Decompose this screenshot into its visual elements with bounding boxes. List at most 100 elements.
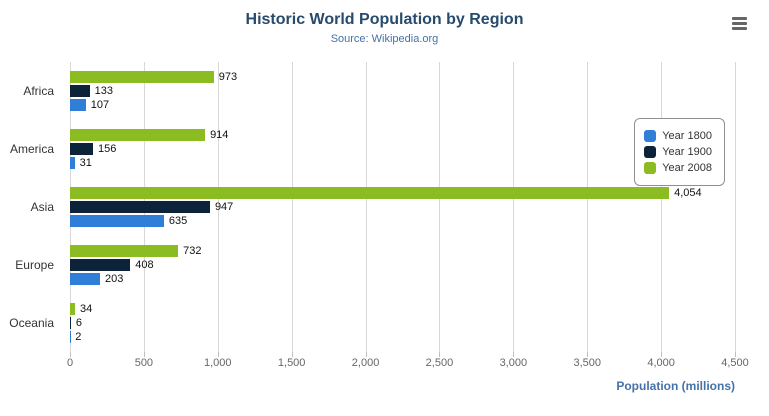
gridline — [365, 62, 367, 352]
hamburger-menu-icon[interactable] — [732, 17, 747, 32]
bar-year-1900-europe[interactable] — [70, 259, 131, 271]
bar-group-oceania: 34 6 2 — [70, 294, 735, 352]
bar-row: 34 — [70, 303, 735, 315]
bar-group-africa: 973 133 107 — [70, 62, 735, 120]
data-label: 732 — [183, 245, 202, 257]
gridline — [661, 62, 663, 352]
bar-row: 732 — [70, 245, 735, 257]
data-label: 947 — [214, 201, 234, 213]
y-axis-category-label: Africa — [23, 84, 54, 98]
bar-row: 6 — [70, 317, 735, 329]
data-label: 156 — [98, 143, 117, 155]
legend-items: Year 1800 Year 1900 Year 2008 — [644, 130, 712, 174]
x-axis-tick-label: 4,500 — [721, 357, 749, 369]
axis-tick-mark — [291, 352, 293, 357]
y-axis-category-labels: Africa America Asia Europe Oceania — [0, 62, 62, 352]
data-label: 914 — [210, 129, 229, 141]
data-label: 107 — [90, 99, 110, 111]
bar-row: 203 — [70, 273, 735, 285]
hamburger-line — [732, 17, 747, 20]
data-label: 31 — [79, 157, 92, 169]
legend-item-year-1800[interactable]: Year 1800 — [644, 130, 712, 142]
bar-year-2008-asia[interactable] — [70, 187, 670, 199]
axis-tick-mark — [70, 352, 71, 357]
bar-row: 947 — [70, 201, 735, 213]
axis-tick-mark — [661, 352, 663, 357]
x-axis-tick-labels: 0 500 1,000 1,500 2,000 2,500 3,000 3,500 4,000 4… — [66, 357, 749, 373]
bar-year-1800-europe[interactable] — [70, 273, 100, 285]
x-axis-tick-label: 2,500 — [425, 357, 454, 369]
bar-row: 133 — [70, 85, 735, 97]
gridline — [587, 62, 589, 352]
bar-year-2008-europe[interactable] — [70, 245, 179, 257]
bar-row: 635 — [70, 215, 735, 227]
hamburger-line — [732, 27, 747, 30]
x-axis-title: Population (millions) — [616, 379, 735, 393]
bar-year-1900-oceania[interactable] — [70, 317, 71, 329]
data-label: 6 — [75, 317, 82, 329]
data-label: 133 — [94, 85, 113, 97]
bar-year-1800-africa[interactable] — [70, 99, 86, 111]
bar-year-1800-asia[interactable] — [70, 215, 164, 227]
y-axis-category-label: Asia — [30, 200, 54, 214]
bar-group-america: 914 156 31 — [70, 120, 735, 178]
axis-tick-mark — [365, 352, 367, 357]
data-label: 973 — [218, 71, 238, 83]
bar-group-asia: 4,054 947 635 — [70, 178, 735, 236]
axis-tick-mark — [587, 352, 589, 357]
data-label: 34 — [80, 303, 93, 315]
gridline — [513, 62, 515, 352]
x-axis-tick-label: 4,000 — [647, 357, 675, 369]
gridline — [439, 62, 441, 352]
bar-row: 973 — [70, 71, 735, 83]
x-axis-tick-label: 0 — [66, 357, 74, 369]
bar-row: 914 — [70, 129, 735, 141]
legend: Year 1800 Year 1900 Year 2008 — [634, 118, 725, 186]
bar-row: 408 — [70, 259, 735, 271]
bar-year-2008-america[interactable] — [70, 129, 206, 141]
y-axis-category-label: Oceania — [9, 316, 54, 330]
legend-swatch-icon — [644, 146, 657, 158]
bar-year-1900-america[interactable] — [70, 143, 94, 155]
axis-tick-mark — [217, 352, 219, 357]
legend-label: Year 2008 — [662, 162, 712, 174]
bar-year-1800-america[interactable] — [70, 157, 75, 169]
x-axis-tick-label: 2,000 — [351, 357, 380, 369]
legend-label: Year 1800 — [662, 130, 712, 142]
bar-year-2008-oceania[interactable] — [70, 303, 76, 315]
x-axis-tick-label: 1,500 — [277, 357, 306, 369]
data-label: 2 — [75, 331, 82, 343]
x-axis-tick-label: 3,000 — [499, 357, 528, 369]
y-axis-category-label: America — [9, 142, 54, 156]
bar-group-europe: 732 408 203 — [70, 236, 735, 294]
legend-swatch-icon — [644, 162, 657, 174]
y-axis-category-label: Europe — [15, 258, 54, 272]
data-label: 408 — [135, 259, 154, 271]
data-label: 4,054 — [674, 187, 702, 199]
bar-row: 2 — [70, 331, 735, 343]
gridline — [217, 62, 219, 352]
legend-label: Year 1900 — [662, 146, 712, 158]
axis-tick-mark — [513, 352, 515, 357]
gridline — [291, 62, 293, 352]
axis-tick-mark — [735, 352, 736, 357]
bar-row: 107 — [70, 99, 735, 111]
axis-tick-mark — [439, 352, 441, 357]
hamburger-line — [732, 22, 747, 25]
bar-year-1900-asia[interactable] — [70, 201, 210, 213]
chart-subtitle: Source: Wikipedia.org — [330, 33, 439, 45]
data-label: 203 — [104, 273, 124, 285]
bar-row: 156 — [70, 143, 735, 155]
bar-groups: 973 133 107 914 156 31 4,054 947 635 732 408 203 34 6… — [70, 62, 735, 352]
legend-item-year-2008[interactable]: Year 2008 — [644, 162, 712, 174]
bar-year-2008-africa[interactable] — [70, 71, 214, 83]
x-axis-tick-label: 1,000 — [204, 357, 232, 369]
legend-item-year-1900[interactable]: Year 1900 — [644, 146, 712, 158]
x-axis-tick-label: 500 — [134, 357, 154, 369]
bar-year-1900-africa[interactable] — [70, 85, 90, 97]
data-label: 635 — [168, 215, 188, 227]
gridline — [735, 62, 736, 352]
x-axis-tick-label: 3,500 — [573, 357, 601, 369]
bar-row: 31 — [70, 157, 735, 169]
